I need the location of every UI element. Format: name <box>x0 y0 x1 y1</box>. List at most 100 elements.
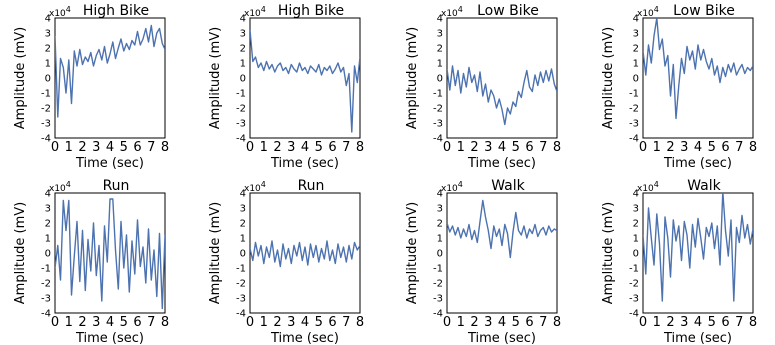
x-tick-label: 5 <box>120 315 128 330</box>
y-tick-label: 3 <box>437 204 443 215</box>
y-tick-label: -4 <box>629 309 639 320</box>
x-tick-label: 0 <box>51 140 59 155</box>
y-tick-label: -1 <box>41 264 51 275</box>
scale-exponent: 4 <box>261 5 266 14</box>
y-tick-label: -1 <box>629 89 639 100</box>
y-tick-label: -3 <box>41 119 51 130</box>
plot-title: Walk <box>687 178 721 194</box>
x-tick-label: 5 <box>315 315 323 330</box>
x-tick-label: 4 <box>106 315 114 330</box>
y-axis-label: Amplitude (mV) <box>13 27 28 129</box>
y-tick-label: -4 <box>41 134 51 145</box>
x-tick-label: 4 <box>301 140 309 155</box>
y-tick-label: -1 <box>433 264 443 275</box>
y-tick-label: -2 <box>433 104 443 115</box>
x-axis-label: Time (sec) <box>270 331 339 345</box>
plot-frame <box>642 192 754 314</box>
y-tick-label: -1 <box>629 264 639 275</box>
x-tick-label: 5 <box>315 140 323 155</box>
x-tick-label: 6 <box>133 315 141 330</box>
y-tick-label: 0 <box>240 74 246 85</box>
x-tick-label: 5 <box>708 315 716 330</box>
plot-title: Walk <box>491 178 525 194</box>
y-tick-label: 3 <box>240 29 246 40</box>
plot-title: Run <box>298 178 325 194</box>
plot-frame <box>446 192 558 314</box>
y-tick-label: 1 <box>240 59 246 70</box>
y-tick-label: 4 <box>45 189 51 200</box>
x-tick-label: 0 <box>639 315 647 330</box>
scale-base: x10 <box>244 9 261 19</box>
x-tick-label: 4 <box>301 315 309 330</box>
y-tick-label: -4 <box>433 134 443 145</box>
y-tick-label: 2 <box>437 44 443 55</box>
x-axis-label: Time (sec) <box>75 331 144 345</box>
y-tick-label: 4 <box>240 189 246 200</box>
x-tick-label: 3 <box>484 140 492 155</box>
y-tick-label: 2 <box>437 219 443 230</box>
plot-frame <box>54 17 166 139</box>
x-tick-label: 1 <box>65 140 73 155</box>
scale-multiplier: x104 <box>441 180 463 194</box>
y-axis-label: Amplitude (mV) <box>208 202 223 304</box>
y-tick-label: -4 <box>629 134 639 145</box>
y-tick-label: -1 <box>236 89 246 100</box>
x-tick-label: 6 <box>328 140 336 155</box>
y-tick-label: 1 <box>633 59 639 70</box>
x-tick-label: 2 <box>470 315 478 330</box>
scale-multiplier: x104 <box>244 180 266 194</box>
y-tick-label: -3 <box>433 119 443 130</box>
x-tick-label: 7 <box>539 315 547 330</box>
x-tick-label: 4 <box>498 140 506 155</box>
scale-multiplier: x104 <box>49 5 71 19</box>
x-tick-label: 5 <box>708 140 716 155</box>
x-tick-label: 5 <box>512 140 520 155</box>
x-tick-label: 1 <box>65 315 73 330</box>
x-tick-label: 0 <box>246 315 254 330</box>
y-tick-label: 2 <box>45 44 51 55</box>
scale-base: x10 <box>244 184 261 194</box>
scale-exponent: 4 <box>654 5 659 14</box>
y-axis-label: Amplitude (mV) <box>405 202 420 304</box>
x-tick-label: 2 <box>666 315 674 330</box>
plot-frame <box>642 17 754 139</box>
y-tick-label: 3 <box>45 29 51 40</box>
signal-line <box>447 199 557 259</box>
x-tick-label: 4 <box>106 140 114 155</box>
x-tick-label: 1 <box>260 315 268 330</box>
y-tick-label: -2 <box>629 104 639 115</box>
y-tick-label: -4 <box>236 309 246 320</box>
y-axis-label: Amplitude (mV) <box>208 27 223 129</box>
scale-exponent: 4 <box>458 5 463 14</box>
y-tick-label: 0 <box>240 249 246 260</box>
x-tick-label: 1 <box>653 315 661 330</box>
x-tick-label: 3 <box>484 315 492 330</box>
plot-title: High Bike <box>278 3 344 19</box>
y-tick-label: 0 <box>633 249 639 260</box>
x-tick-label: 6 <box>133 140 141 155</box>
y-tick-label: -3 <box>629 294 639 305</box>
y-tick-label: 1 <box>437 234 443 245</box>
y-tick-label: -2 <box>236 279 246 290</box>
scale-base: x10 <box>441 184 458 194</box>
y-tick-label: -1 <box>236 264 246 275</box>
x-tick-label: 7 <box>342 315 350 330</box>
x-tick-label: 3 <box>92 140 100 155</box>
scale-multiplier: x104 <box>49 180 71 194</box>
scale-base: x10 <box>49 184 66 194</box>
y-tick-label: -3 <box>41 294 51 305</box>
x-tick-label: 8 <box>356 140 364 155</box>
plot-title: Low Bike <box>673 3 735 19</box>
plot-title: Run <box>103 178 130 194</box>
x-tick-label: 7 <box>342 140 350 155</box>
scale-base: x10 <box>637 184 654 194</box>
x-tick-label: 0 <box>443 140 451 155</box>
x-tick-label: 3 <box>680 140 688 155</box>
x-tick-label: 5 <box>120 140 128 155</box>
signal-line <box>250 240 360 268</box>
x-axis-label: Time (sec) <box>75 156 144 171</box>
